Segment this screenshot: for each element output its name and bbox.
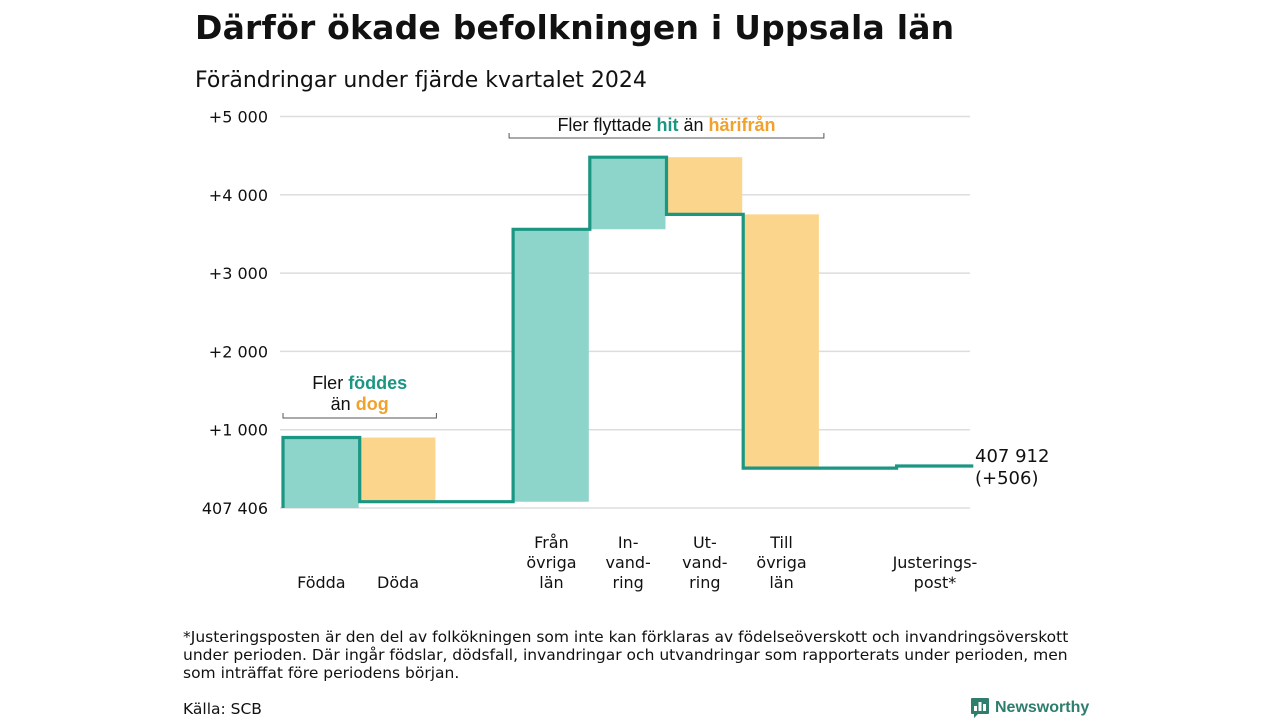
bars bbox=[284, 157, 819, 508]
bar-utvandring bbox=[667, 157, 743, 215]
step-line bbox=[281, 155, 974, 508]
y-tick-label: +3 000 bbox=[209, 264, 268, 283]
annotation-migration: Fler flyttade hit än härifrån bbox=[557, 115, 775, 135]
y-tick-label: +1 000 bbox=[209, 421, 268, 440]
annotation-births-line1: Fler föddes bbox=[312, 373, 407, 393]
x-label-invandring: In-vand-ring bbox=[605, 533, 650, 592]
bar-till-ovriga-lan bbox=[744, 214, 819, 469]
bar-doda bbox=[360, 437, 436, 502]
chart-subtitle: Förändringar under fjärde kvartalet 2024 bbox=[195, 68, 647, 93]
bracket-births bbox=[282, 413, 437, 419]
x-label-fodda: Födda bbox=[297, 573, 346, 592]
y-tick-label: 407 406 bbox=[202, 499, 268, 518]
end-value-label: 407 912 bbox=[975, 446, 1049, 467]
x-label-till-ovriga-lan: Till övriga län bbox=[756, 533, 806, 592]
footnote: *Justeringsposten är den del av folkökni… bbox=[183, 628, 1069, 682]
x-label-fran-ovriga-lan: Från övriga län bbox=[526, 533, 576, 592]
end-change-label: (+506) bbox=[975, 468, 1038, 489]
y-tick-label: +5 000 bbox=[209, 108, 268, 127]
y-tick-label: +2 000 bbox=[209, 342, 268, 361]
source-note: Källa: SCB bbox=[183, 700, 262, 718]
bracket-migration bbox=[508, 133, 825, 139]
bar-fran-ovriga-lan bbox=[514, 229, 589, 502]
x-label-doda: Döda bbox=[377, 573, 419, 592]
bar-invandring bbox=[590, 157, 666, 230]
x-label-justeringspost: Justerings-post* bbox=[892, 553, 978, 592]
logo-text: Newsworthy bbox=[995, 699, 1090, 716]
chart-title: Därför ökade befolkningen i Uppsala län bbox=[195, 8, 955, 47]
bar-fodda bbox=[284, 437, 359, 508]
annotation-births-line2: än dog bbox=[331, 394, 389, 414]
y-tick-label: +4 000 bbox=[209, 186, 268, 205]
bar-chart-speech-bubble-icon bbox=[971, 698, 989, 718]
chart-labels: 407 406 +1 000 +2 000 +3 000 +4 000 +5 000 Föd… bbox=[202, 108, 1050, 593]
x-label-utvandring: Ut-vand-ring bbox=[682, 533, 727, 592]
gridlines bbox=[280, 115, 970, 509]
step-line-group bbox=[281, 155, 974, 508]
newsworthy-logo: Newsworthy bbox=[970, 697, 1089, 719]
